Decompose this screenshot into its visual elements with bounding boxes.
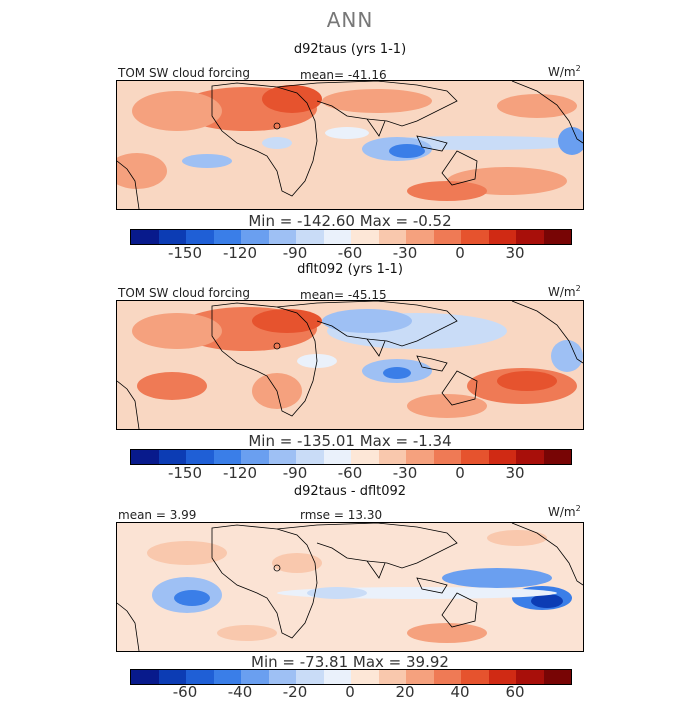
colorbar-swatch [406,230,434,244]
colorbar-swatch [323,230,351,244]
colorbar-tick-label: 30 [505,464,525,482]
colorbar-swatch [186,450,214,464]
colorbar-swatch [488,230,516,244]
colorbar-swatch [186,670,214,684]
panel-1-map [116,80,584,210]
colorbar-swatch [543,670,571,684]
colorbar-tick-label: -150 [167,464,203,482]
colorbar-swatch [296,450,324,464]
panel-3-field-patches [147,530,572,643]
colorbar-swatch [406,670,434,684]
colorbar-swatch [323,670,351,684]
colorbar-swatch [351,230,379,244]
colorbar-swatch [378,450,406,464]
colorbar-swatch [131,670,159,684]
colorbar-swatch [268,450,296,464]
panel-2-minmax: Min = -135.01 Max = -1.34 [248,432,452,450]
colorbar-tick-label: 20 [395,683,415,701]
panel-2-units: W/m2 [548,284,581,299]
panel-3-center-label: rmse = 13.30 [300,508,383,522]
colorbar-tick-label: 0 [455,244,465,262]
colorbar-tick-label: -20 [282,683,308,701]
figure-title: ANN [326,8,374,32]
panel-1-colorbar-ticks: -150 -120 -90 -60 -30 0 30 [130,244,570,262]
panel-2-map [116,300,584,430]
panel-1-minmax: Min = -142.60 Max = -0.52 [248,212,452,230]
colorbar-tick-label: -120 [222,464,258,482]
colorbar-tick-label: 0 [345,683,355,701]
colorbar-swatch [516,230,544,244]
panel-3-colorbar-ticks: -60 -40 -20 0 20 40 60 [130,683,570,701]
panel-1-units: W/m2 [548,64,581,79]
panel-1-center-label: mean= -41.16 [300,68,387,82]
colorbar-swatch [488,670,516,684]
colorbar-swatch [268,230,296,244]
colorbar-tick-label: -90 [282,464,308,482]
colorbar-swatch [488,450,516,464]
colorbar-swatch [213,230,241,244]
colorbar-tick-label: -120 [222,244,258,262]
panel-2-field-patches [132,307,583,418]
colorbar-swatch [131,450,159,464]
colorbar-swatch [406,450,434,464]
colorbar-swatch [433,670,461,684]
colorbar-tick-label: -60 [337,244,363,262]
panel-3-colorbar [130,669,572,685]
colorbar-swatch [241,670,269,684]
colorbar-swatch [296,670,324,684]
colorbar-tick-label: -40 [227,683,253,701]
panel-3-title: d92taus - dflt092 [293,484,407,499]
panel-3-left-label: mean = 3.99 [118,508,197,522]
colorbar-tick-label: -30 [392,244,418,262]
colorbar-swatch [131,230,159,244]
colorbar-swatch [433,450,461,464]
panel-1-coastlines [117,81,583,209]
colorbar-swatch [213,670,241,684]
colorbar-tick-label: -60 [337,464,363,482]
colorbar-tick-label: 0 [455,464,465,482]
panel-2-left-label: TOM SW cloud forcing [118,286,250,300]
colorbar-swatch [296,230,324,244]
panel-2-center-label: mean= -45.15 [300,288,387,302]
panel-3-map [116,522,584,652]
colorbar-swatch [158,450,186,464]
colorbar-tick-label: 60 [505,683,525,701]
panel-3-coastlines [117,523,583,651]
colorbar-swatch [378,670,406,684]
panel-2-colorbar-ticks: -150 -120 -90 -60 -30 0 30 [130,464,570,482]
colorbar-swatch [543,230,571,244]
colorbar-swatch [186,230,214,244]
panel-1-colorbar [130,229,572,245]
colorbar-swatch [158,230,186,244]
colorbar-swatch [543,450,571,464]
colorbar-swatch [351,450,379,464]
colorbar-swatch [378,230,406,244]
colorbar-swatch [516,450,544,464]
colorbar-tick-label: 40 [450,683,470,701]
panel-2-colorbar [130,449,572,465]
panel-3-minmax: Min = -73.81 Max = 39.92 [251,653,449,671]
panel-1-title: d92taus (yrs 1-1) [293,42,407,57]
colorbar-swatch [461,670,489,684]
panel-2-title: dflt092 (yrs 1-1) [297,262,403,277]
colorbar-swatch [241,450,269,464]
colorbar-tick-label: -150 [167,244,203,262]
colorbar-swatch [268,670,296,684]
colorbar-swatch [213,450,241,464]
colorbar-tick-label: -60 [172,683,198,701]
colorbar-swatch [461,450,489,464]
colorbar-swatch [241,230,269,244]
colorbar-swatch [351,670,379,684]
colorbar-tick-label: -90 [282,244,308,262]
colorbar-tick-label: 30 [505,244,525,262]
colorbar-swatch [158,670,186,684]
panel-2-coastlines [117,301,583,429]
colorbar-swatch [461,230,489,244]
colorbar-tick-label: -30 [392,464,418,482]
colorbar-swatch [323,450,351,464]
colorbar-swatch [516,670,544,684]
panel-3-units: W/m2 [548,504,581,519]
colorbar-swatch [433,230,461,244]
panel-1-left-label: TOM SW cloud forcing [118,66,250,80]
